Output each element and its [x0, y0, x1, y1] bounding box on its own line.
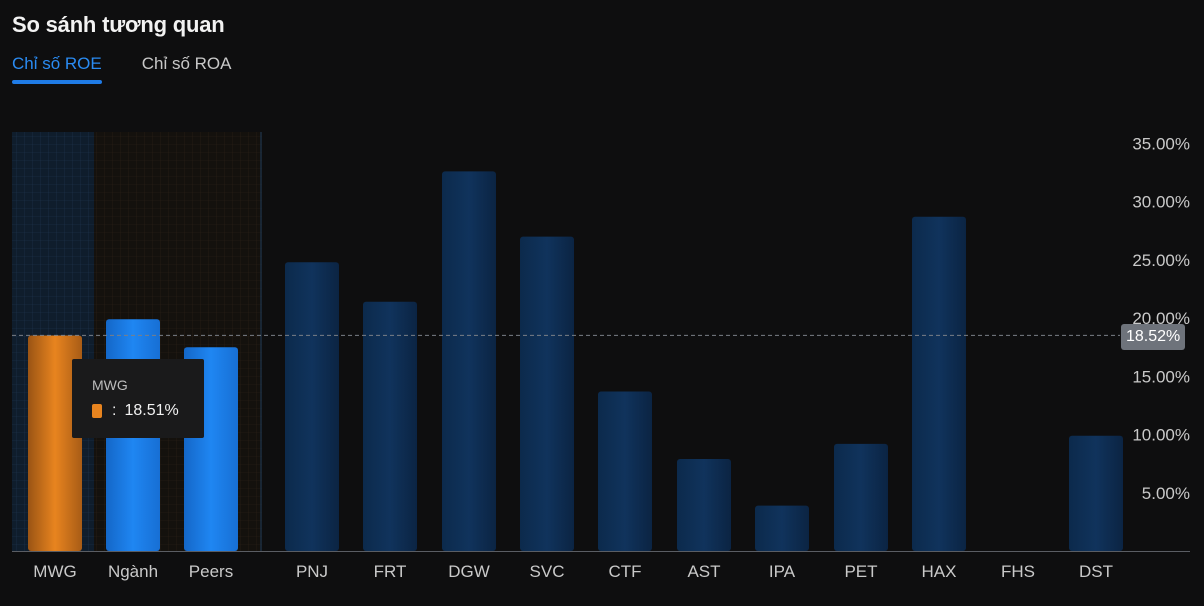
x-tick-label: FHS: [1001, 562, 1035, 581]
bar-frt[interactable]: [363, 301, 417, 551]
bar-ipa[interactable]: [755, 505, 809, 551]
x-tick-label: IPA: [769, 562, 796, 581]
tab-roa[interactable]: Chỉ số ROA: [141, 54, 232, 73]
bar-ctf[interactable]: [598, 391, 652, 551]
tooltip-value: 18.51%: [124, 402, 179, 419]
x-tick-label: PET: [844, 562, 877, 581]
bar-pet[interactable]: [834, 443, 888, 551]
tab-bar: Chỉ số ROE Chỉ số ROA: [12, 54, 232, 84]
tab-roe[interactable]: Chỉ số ROE: [12, 54, 102, 84]
bar-ast[interactable]: [677, 459, 731, 551]
y-tick-label: 10.00%: [1132, 426, 1190, 445]
x-tick-label: DST: [1079, 562, 1113, 581]
x-tick-label: HAX: [922, 562, 957, 581]
y-tick-label: 30.00%: [1132, 193, 1190, 212]
y-tick-label: 5.00%: [1142, 484, 1190, 503]
x-tick-label: FRT: [374, 562, 407, 581]
y-tick-label: 35.00%: [1132, 134, 1190, 153]
bar-svc[interactable]: [520, 236, 574, 551]
y-tick-label: 15.00%: [1132, 367, 1190, 386]
x-tick-label: DGW: [448, 562, 490, 581]
bar-pnj[interactable]: [285, 262, 339, 551]
x-tick-label: Peers: [189, 562, 233, 581]
tooltip: MWG : 18.51%: [72, 359, 204, 438]
tooltip-color-swatch: [92, 404, 102, 418]
x-tick-label: Ngành: [108, 562, 158, 581]
tooltip-row: : 18.51%: [92, 402, 204, 420]
y-axis: 5.00% 10.00% 15.00% 20.00% 25.00% 30.00% 35.00…: [1132, 134, 1190, 502]
x-tick-label: CTF: [608, 562, 641, 581]
bar-dst[interactable]: [1069, 435, 1123, 551]
x-axis: MWG Ngành Peers PNJ FRT DGW SVC CTF AST IPA PET HAX…: [12, 551, 1190, 581]
crosshair-value-label: 18.52%: [1121, 324, 1186, 350]
bar-mwg[interactable]: [28, 335, 82, 551]
x-tick-label: MWG: [33, 562, 76, 581]
bar-hax[interactable]: [912, 216, 966, 552]
y-tick-label: 25.00%: [1132, 251, 1190, 270]
bar-dgw[interactable]: [442, 171, 496, 551]
tooltip-series-name: MWG: [92, 377, 128, 393]
x-tick-label: PNJ: [296, 562, 328, 581]
page-title: So sánh tương quan: [12, 12, 225, 37]
x-tick-label: SVC: [530, 562, 565, 581]
tooltip-separator: :: [112, 402, 117, 419]
y-tick-label: 20.00%: [1132, 309, 1190, 328]
x-tick-label: AST: [687, 562, 720, 581]
